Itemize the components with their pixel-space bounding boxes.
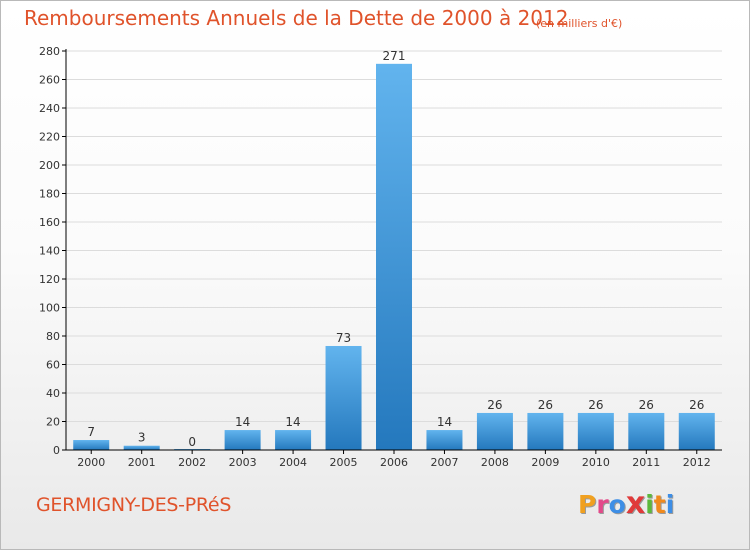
data-label-2012: 26: [689, 398, 704, 412]
data-label-2003: 14: [235, 415, 250, 429]
data-label-2008: 26: [487, 398, 502, 412]
data-label-2004: 14: [285, 415, 300, 429]
y-tick-label: 60: [46, 359, 60, 372]
y-tick-label: 240: [39, 102, 60, 115]
chart-subtitle: (en milliers d'€): [536, 17, 623, 30]
bars: [73, 63, 715, 450]
data-label-2007: 14: [437, 415, 452, 429]
x-tick-label: 2003: [229, 456, 257, 469]
x-tick-label: 2011: [632, 456, 660, 469]
y-tick-label: 20: [46, 416, 60, 429]
logo-letter: x: [625, 486, 646, 521]
data-label-2009: 26: [538, 398, 553, 412]
bar-2007: [426, 430, 463, 450]
bar-2009: [527, 412, 564, 450]
y-tick-label: 220: [39, 131, 60, 144]
x-tick-label: 2006: [380, 456, 408, 469]
y-tick-label: 100: [39, 302, 60, 315]
y-tick-label: 260: [39, 74, 60, 87]
logo-letter: P: [578, 490, 597, 519]
x-tick-label: 2004: [279, 456, 307, 469]
bar-2012: [678, 412, 715, 450]
bar-2001: [123, 445, 160, 450]
bar-2006: [376, 63, 412, 450]
labels: 0204060801001201401601802002202402602802…: [39, 45, 711, 469]
y-tick-label: 120: [39, 273, 60, 286]
y-tick-label: 180: [39, 188, 60, 201]
data-label-2011: 26: [639, 398, 654, 412]
logo-letter: t: [653, 490, 666, 519]
y-tick-label: 40: [46, 387, 60, 400]
y-tick-label: 80: [46, 330, 60, 343]
bar-2008: [476, 412, 513, 450]
data-label-2010: 26: [588, 398, 603, 412]
data-label-2006: 271: [383, 49, 406, 63]
bar-2011: [628, 412, 665, 450]
y-tick-label: 160: [39, 216, 60, 229]
logo-letter: r: [596, 490, 609, 519]
x-tick-label: 2010: [582, 456, 610, 469]
chart-title: Remboursements Annuels de la Dette de 20…: [24, 6, 569, 30]
y-tick-label: 0: [53, 444, 60, 457]
y-tick-label: 280: [39, 45, 60, 58]
x-tick-label: 2002: [178, 456, 206, 469]
data-label-2005: 73: [336, 331, 351, 345]
bar-2003: [224, 430, 261, 450]
logo-letter: i: [665, 490, 675, 519]
logo-letter: o: [608, 490, 626, 519]
logo-letter: i: [645, 490, 654, 519]
x-tick-label: 2008: [481, 456, 509, 469]
y-tick-label: 200: [39, 159, 60, 172]
bar-2004: [275, 430, 312, 450]
commune-name: GERMIGNY-DES-PRéS: [36, 494, 232, 516]
x-tick-label: 2000: [77, 456, 105, 469]
x-tick-label: 2009: [531, 456, 559, 469]
y-tick-label: 140: [39, 245, 60, 258]
x-tick-label: 2012: [683, 456, 711, 469]
bar-2000: [73, 440, 110, 450]
proxiti-logo: Proxiti: [578, 486, 674, 521]
bar-2005: [325, 345, 362, 450]
bar-2010: [577, 412, 614, 450]
x-tick-label: 2005: [330, 456, 358, 469]
axes: [62, 49, 722, 454]
data-label-2000: 7: [87, 425, 95, 439]
data-label-2001: 3: [138, 431, 146, 445]
data-label-2002: 0: [188, 435, 196, 449]
x-tick-label: 2007: [430, 456, 458, 469]
x-tick-label: 2001: [128, 456, 156, 469]
